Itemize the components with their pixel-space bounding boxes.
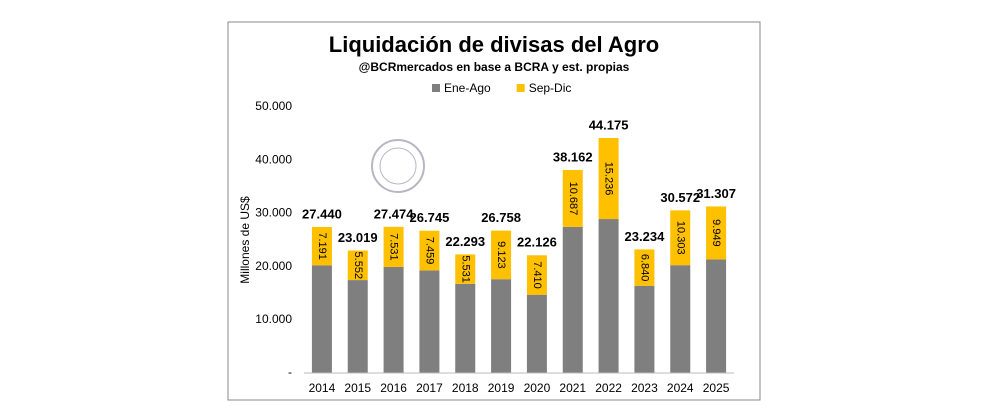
y-tick-label: 20.000	[255, 259, 292, 273]
total-label: 27.440	[302, 206, 342, 221]
x-tick-label: 2023	[631, 381, 658, 395]
bar-segment	[311, 265, 332, 373]
bar-segment	[491, 279, 512, 373]
bar-segment	[455, 254, 476, 284]
segment-label: 6.840	[639, 254, 651, 282]
segment-label: 9.123	[495, 241, 507, 269]
bar-segment	[670, 265, 691, 373]
bar-segment	[347, 280, 368, 373]
total-label: 38.162	[553, 149, 593, 164]
segment-label: 15.236	[603, 162, 615, 196]
bar-segment	[419, 270, 440, 373]
x-tick-label: 2020	[524, 381, 551, 395]
seal	[371, 139, 425, 193]
x-tick-label: 2019	[488, 381, 515, 395]
segment-label: 7.191	[316, 232, 328, 260]
y-tick-label: -	[288, 365, 292, 379]
x-tick-label: 2018	[452, 381, 479, 395]
x-tick-label: 2017	[416, 381, 443, 395]
bar-segment	[634, 249, 655, 286]
y-tick-label: 30.000	[255, 206, 292, 220]
bar-segment	[419, 230, 440, 271]
x-tick-label: 2015	[344, 381, 371, 395]
x-tick-label: 2021	[559, 381, 586, 395]
bar-segment	[526, 294, 547, 373]
segment-label: 9.949	[710, 219, 722, 247]
segment-label: 5.552	[352, 252, 364, 280]
legend-label: Sep-Dic	[529, 81, 572, 95]
segment-label: 10.303	[674, 221, 686, 255]
total-label: 22.126	[517, 235, 557, 250]
bar-segment	[455, 283, 476, 373]
bar-segment	[383, 226, 404, 267]
y-tick-label: 10.000	[255, 312, 292, 326]
bar-segment	[706, 206, 727, 260]
bar-segment	[347, 250, 368, 281]
bar-segment	[598, 137, 619, 220]
legend-swatch	[516, 84, 525, 92]
bar-segment	[383, 266, 404, 373]
bar-segment	[526, 255, 547, 295]
bar-segment	[706, 259, 727, 373]
bar-segment	[634, 285, 655, 373]
bar-segment	[491, 230, 512, 280]
x-tick-label: 2025	[703, 381, 730, 395]
total-label: 23.234	[625, 229, 666, 244]
chart-subtitle: @BCRmercados en base a BCRA y est. propi…	[359, 60, 630, 74]
bar-segment	[670, 210, 691, 266]
chart-title: Liquidación de divisas del Agro	[329, 32, 659, 57]
total-label: 22.293	[445, 234, 485, 249]
segment-label: 10.687	[567, 182, 579, 216]
total-label: 30.572	[660, 190, 700, 205]
bar-segment	[562, 169, 583, 227]
total-label: 44.175	[589, 117, 629, 132]
segment-label: 7.410	[531, 261, 543, 289]
x-tick-label: 2024	[667, 381, 694, 395]
legend-swatch	[432, 84, 440, 92]
x-tick-label: 2016	[380, 381, 407, 395]
total-label: 27.474	[374, 206, 415, 221]
total-label: 23.019	[338, 230, 378, 245]
total-label: 26.745	[410, 210, 450, 225]
bar-segment	[311, 227, 332, 266]
segment-label: 7.531	[388, 233, 400, 261]
x-tick-label: 2022	[595, 381, 622, 395]
total-label: 26.758	[481, 210, 521, 225]
total-label: 31.307	[696, 186, 736, 201]
y-axis-label: Millones de US$	[238, 196, 252, 284]
y-tick-label: 50.000	[255, 99, 292, 113]
segment-label: 7.459	[424, 237, 436, 265]
segment-label: 5.531	[459, 255, 471, 283]
x-tick-label: 2014	[309, 381, 336, 395]
bar-segment	[562, 226, 583, 373]
legend-label: Ene-Ago	[444, 81, 491, 95]
y-tick-label: 40.000	[255, 152, 292, 166]
bar-segment	[598, 219, 619, 373]
